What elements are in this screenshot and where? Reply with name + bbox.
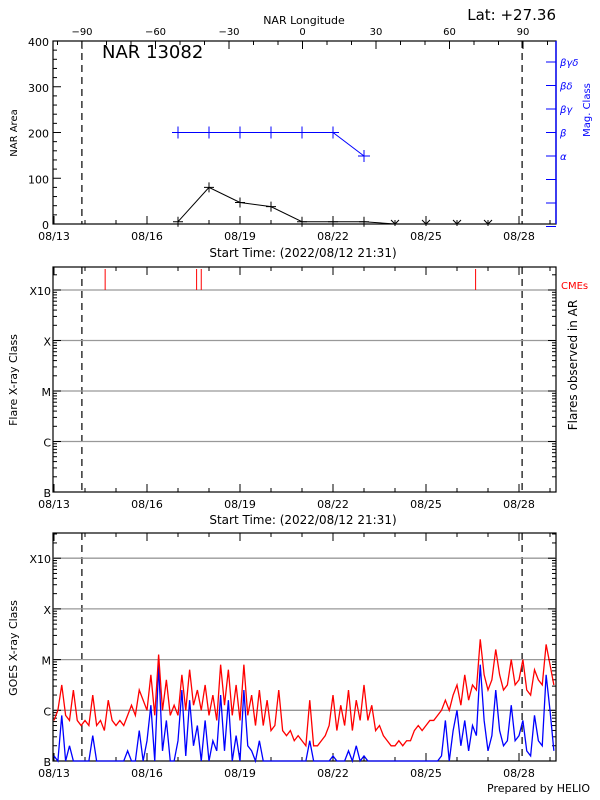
- top-tick-label: 30: [370, 27, 383, 38]
- x-axis-label-1: Start Time: (2022/08/12 21:31): [209, 246, 396, 260]
- top-tick-label: −30: [218, 27, 239, 38]
- y-class-label: C: [43, 705, 51, 718]
- x-tick-label: 08/16: [131, 498, 163, 511]
- x-tick-label: 08/25: [410, 767, 442, 780]
- x-tick-label: 08/13: [38, 230, 70, 243]
- y-class-label: X: [43, 604, 51, 617]
- y-class-label: M: [42, 655, 52, 668]
- cme-label: CMEs: [561, 281, 588, 292]
- y-class-label: C: [43, 437, 51, 450]
- y-tick-label: 400: [28, 36, 49, 49]
- mag-class-point: [358, 150, 370, 162]
- y-tick-label: 200: [28, 128, 49, 141]
- area-point: [173, 216, 183, 227]
- y-tick-label: 0: [42, 219, 49, 232]
- area-point: [297, 216, 307, 227]
- mag-class-label: β: [559, 129, 567, 140]
- goes-short-channel-line: [53, 664, 555, 764]
- area-point: [266, 201, 276, 212]
- mag-class-label: βγ: [559, 105, 573, 116]
- y-class-label: M: [42, 386, 52, 399]
- y-tick-label: 100: [28, 173, 49, 186]
- top-axis-label: NAR Longitude: [263, 14, 345, 27]
- area-point-missing: [483, 219, 493, 226]
- x-tick-label: 08/25: [410, 498, 442, 511]
- y-class-label: B: [43, 756, 51, 769]
- mag-class-point: [296, 126, 308, 139]
- mag-class-label: α: [560, 152, 567, 163]
- top-tick-label: 90: [517, 27, 530, 38]
- region-title: NAR 13082: [102, 42, 203, 63]
- y-tick-label: 300: [28, 82, 49, 95]
- area-point-missing: [452, 219, 462, 226]
- mag-class-point: [265, 126, 277, 139]
- x-tick-label: 08/19: [224, 498, 256, 511]
- plot-frame: [52, 266, 557, 493]
- x-tick-label: 08/13: [38, 498, 70, 511]
- y2-axis-label-mag-class: Mag. Class: [582, 83, 593, 137]
- top-tick-label: 0: [299, 27, 305, 38]
- goes-long-channel-line: [53, 639, 555, 748]
- y-class-label: X10: [29, 285, 51, 298]
- area-point: [204, 182, 214, 193]
- mag-class-point: [234, 126, 246, 139]
- credit-label: Prepared by HELIO: [487, 782, 590, 795]
- y-axis-label-goes: GOES X-ray Class: [7, 600, 20, 696]
- mag-class-point: [327, 126, 339, 139]
- x-tick-label: 08/22: [317, 767, 349, 780]
- area-point-missing: [421, 219, 431, 226]
- x-tick-label: 08/13: [38, 767, 70, 780]
- area-point: [328, 216, 338, 227]
- latitude-label: Lat: +27.36: [467, 6, 556, 24]
- area-point: [359, 216, 369, 227]
- area-point: [235, 197, 245, 208]
- mag-class-label: βγδ: [559, 58, 578, 69]
- x-tick-label: 08/22: [317, 498, 349, 511]
- top-tick-label: −90: [71, 27, 92, 38]
- x-tick-label: 08/19: [224, 767, 256, 780]
- y-class-label: X10: [29, 553, 51, 566]
- x-tick-label: 08/25: [410, 230, 442, 243]
- x-tick-label: 08/19: [224, 230, 256, 243]
- x-tick-label: 08/16: [131, 767, 163, 780]
- x-tick-label: 08/28: [503, 498, 535, 511]
- y-class-label: X: [43, 336, 51, 349]
- top-tick-label: 60: [443, 27, 456, 38]
- mag-class-point: [203, 126, 215, 139]
- mag-class-point: [172, 126, 184, 139]
- y-class-label: B: [43, 487, 51, 500]
- x-axis-label-2: Start Time: (2022/08/12 21:31): [209, 513, 396, 527]
- y-axis-label-area: NAR Area: [9, 109, 20, 156]
- x-tick-label: 08/28: [503, 230, 535, 243]
- y2-axis-label-flares-ar: Flares observed in AR: [566, 300, 580, 430]
- x-tick-label: 08/22: [317, 230, 349, 243]
- x-tick-label: 08/28: [503, 767, 535, 780]
- x-tick-label: 08/16: [131, 230, 163, 243]
- y-axis-label-flare: Flare X-ray Class: [7, 334, 20, 426]
- mag-class-label: βδ: [559, 82, 573, 93]
- area-point-missing: [390, 219, 400, 226]
- top-tick-label: −60: [145, 27, 166, 38]
